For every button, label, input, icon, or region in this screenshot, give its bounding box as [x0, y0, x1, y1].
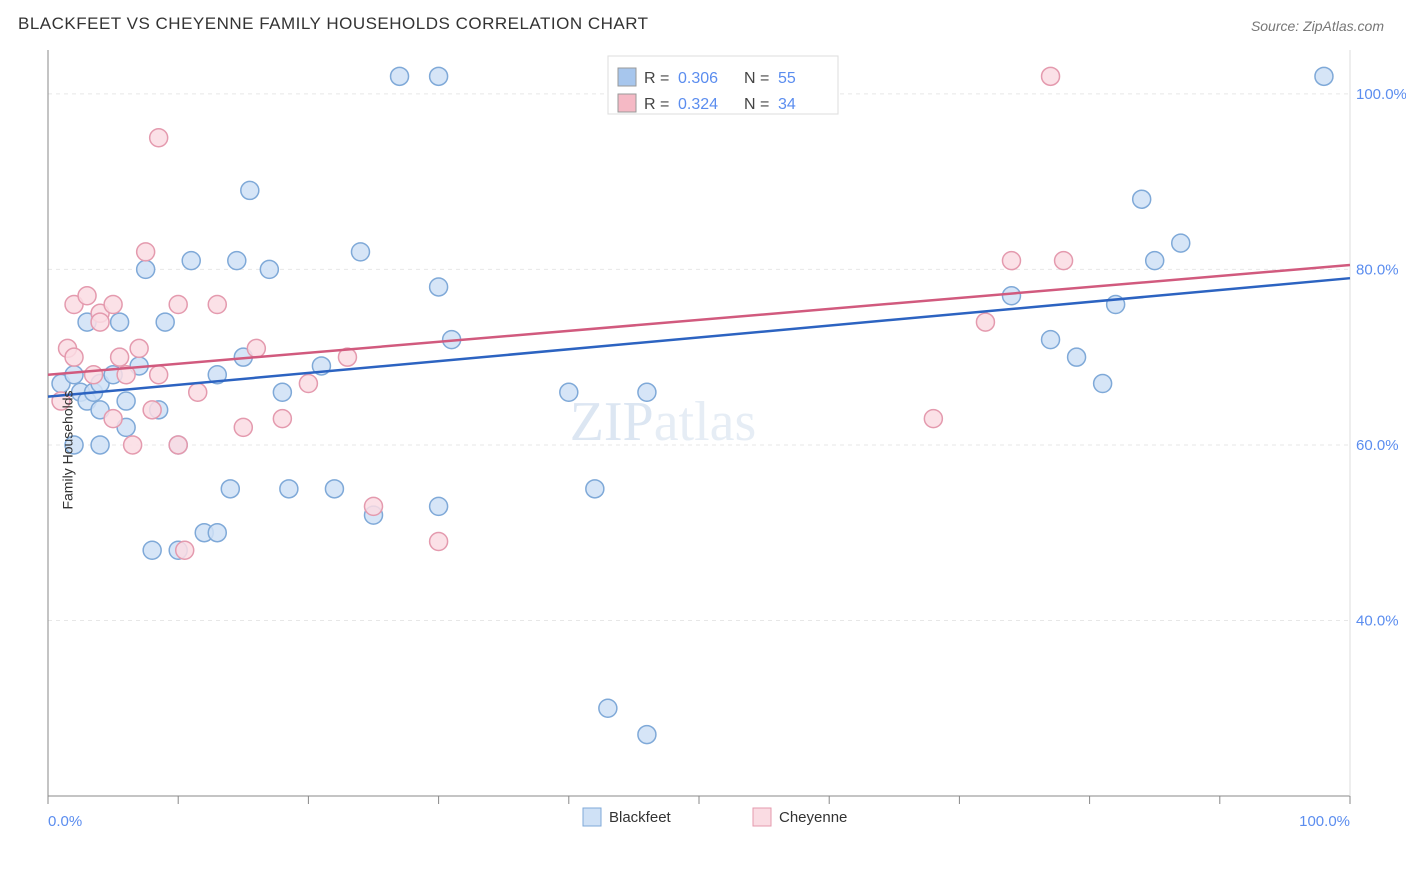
- series-point: [241, 181, 259, 199]
- legend-label: Blackfeet: [609, 809, 672, 826]
- series-point: [560, 383, 578, 401]
- stats-n-label: N =: [744, 70, 769, 87]
- stats-swatch: [618, 68, 636, 86]
- series-point: [143, 541, 161, 559]
- series-point: [234, 418, 252, 436]
- series-point: [1002, 287, 1020, 305]
- series-point: [260, 260, 278, 278]
- series-point: [137, 243, 155, 261]
- series-point: [137, 260, 155, 278]
- series-point: [221, 480, 239, 498]
- series-point: [189, 383, 207, 401]
- series-point: [104, 296, 122, 314]
- series-point: [1094, 375, 1112, 393]
- y-tick-label: 100.0%: [1356, 86, 1406, 103]
- regression-line: [48, 278, 1350, 396]
- legend-swatch: [753, 808, 771, 826]
- series-point: [1055, 252, 1073, 270]
- chart-source: Source: ZipAtlas.com: [1251, 18, 1384, 34]
- series-point: [111, 313, 129, 331]
- series-point: [208, 524, 226, 542]
- series-point: [924, 410, 942, 428]
- legend-swatch: [583, 808, 601, 826]
- series-point: [124, 436, 142, 454]
- series-point: [130, 339, 148, 357]
- series-point: [228, 252, 246, 270]
- series-point: [182, 252, 200, 270]
- series-point: [976, 313, 994, 331]
- chart-title: BLACKFEET VS CHEYENNE FAMILY HOUSEHOLDS …: [18, 14, 649, 34]
- series-point: [430, 278, 448, 296]
- series-point: [299, 375, 317, 393]
- series-point: [325, 480, 343, 498]
- series-point: [351, 243, 369, 261]
- stats-r-label: R =: [644, 70, 669, 87]
- series-point: [638, 726, 656, 744]
- series-point: [273, 383, 291, 401]
- series-point: [391, 67, 409, 85]
- series-point: [91, 436, 109, 454]
- chart-header: BLACKFEET VS CHEYENNE FAMILY HOUSEHOLDS …: [0, 0, 1406, 40]
- series-point: [1042, 331, 1060, 349]
- stats-r-label: R =: [644, 96, 669, 113]
- series-point: [65, 348, 83, 366]
- series-point: [150, 129, 168, 147]
- series-point: [280, 480, 298, 498]
- series-point: [1042, 67, 1060, 85]
- stats-n-value: 55: [778, 70, 796, 87]
- series-point: [273, 410, 291, 428]
- regression-line: [48, 265, 1350, 375]
- y-tick-label: 60.0%: [1356, 437, 1399, 454]
- series-point: [169, 436, 187, 454]
- series-point: [150, 366, 168, 384]
- series-point: [599, 699, 617, 717]
- series-point: [176, 541, 194, 559]
- series-point: [85, 366, 103, 384]
- series-point: [430, 532, 448, 550]
- stats-n-value: 34: [778, 96, 796, 113]
- series-point: [1133, 190, 1151, 208]
- series-point: [1315, 67, 1333, 85]
- series-point: [208, 296, 226, 314]
- stats-r-value: 0.324: [678, 96, 718, 113]
- series-point: [1068, 348, 1086, 366]
- x-min-label: 0.0%: [48, 813, 82, 830]
- series-point: [1146, 252, 1164, 270]
- chart-container: Family Households 40.0% 60.0% 80.0% 100.0% 0…: [0, 40, 1406, 860]
- series-point: [111, 348, 129, 366]
- watermark: ZIPatlas: [570, 391, 757, 453]
- series-point: [91, 313, 109, 331]
- series-point: [365, 497, 383, 515]
- series-point: [1172, 234, 1190, 252]
- series-point: [156, 313, 174, 331]
- scatter-chart: 40.0% 60.0% 80.0% 100.0% 0.0% 100.0% ZIPatlas R…: [0, 40, 1406, 860]
- y-axis-label: Family Households: [60, 390, 76, 509]
- series-point: [104, 410, 122, 428]
- stats-r-value: 0.306: [678, 70, 718, 87]
- series-point: [78, 287, 96, 305]
- series-point: [430, 67, 448, 85]
- series-point: [65, 366, 83, 384]
- y-tick-label: 40.0%: [1356, 612, 1399, 629]
- series-point: [117, 392, 135, 410]
- series-point: [1002, 252, 1020, 270]
- stats-box: [608, 56, 838, 114]
- stats-swatch: [618, 94, 636, 112]
- stats-n-label: N =: [744, 96, 769, 113]
- series-point: [247, 339, 265, 357]
- x-max-label: 100.0%: [1299, 813, 1350, 830]
- series-point: [430, 497, 448, 515]
- series-point: [638, 383, 656, 401]
- legend-label: Cheyenne: [779, 809, 847, 826]
- series-point: [586, 480, 604, 498]
- series-point: [169, 296, 187, 314]
- y-tick-label: 80.0%: [1356, 261, 1399, 278]
- series-point: [143, 401, 161, 419]
